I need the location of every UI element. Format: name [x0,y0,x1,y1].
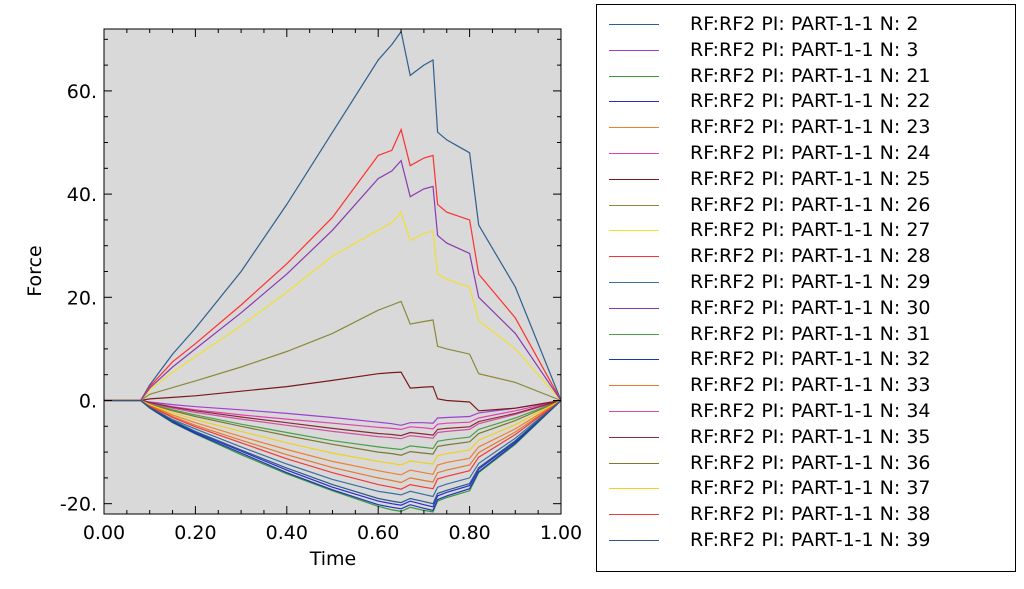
plot-background [104,29,561,514]
legend-item: RF:RF2 PI: PART-1-1 N: 37 [597,476,1015,502]
legend-item: RF:RF2 PI: PART-1-1 N: 24 [597,141,1015,167]
legend-label: RF:RF2 PI: PART-1-1 N: 37 [690,477,931,500]
legend-item: RF:RF2 PI: PART-1-1 N: 32 [597,347,1015,373]
legend-swatch [609,101,659,103]
series-line-15 [104,399,562,440]
legend-item: RF:RF2 PI: PART-1-1 N: 34 [597,399,1015,425]
legend-item: RF:RF2 PI: PART-1-1 N: 29 [597,270,1015,296]
legend-swatch [609,359,659,361]
legend-swatch [609,230,659,232]
legend-item: RF:RF2 PI: PART-1-1 N: 38 [597,502,1015,528]
legend-item: RF:RF2 PI: PART-1-1 N: 35 [597,425,1015,451]
legend-item: RF:RF2 PI: PART-1-1 N: 28 [597,244,1015,270]
legend: RF:RF2 PI: PART-1-1 N: 2 RF:RF2 PI: PART-… [596,4,1016,572]
legend-item: RF:RF2 PI: PART-1-1 N: 25 [597,167,1015,193]
y-tick-label-4: 60. [67,81,97,103]
legend-item: RF:RF2 PI: PART-1-1 N: 22 [597,89,1015,115]
legend-item: RF:RF2 PI: PART-1-1 N: 3 [597,38,1015,64]
plot-area: 0.00 0.20 0.40 0.60 0.80 1.00 -20. 0. 20. 40. 60. [60,28,582,544]
legend-label: RF:RF2 PI: PART-1-1 N: 39 [690,528,931,551]
y-tick-label-2: 20. [67,287,97,309]
legend-swatch [609,49,659,51]
legend-label: RF:RF2 PI: PART-1-1 N: 23 [690,116,931,139]
legend-label: RF:RF2 PI: PART-1-1 N: 21 [690,64,931,87]
legend-item: RF:RF2 PI: PART-1-1 N: 27 [597,218,1015,244]
legend-label: RF:RF2 PI: PART-1-1 N: 33 [690,374,931,397]
series-line-13 [104,399,562,512]
legend-label: RF:RF2 PI: PART-1-1 N: 26 [690,193,931,216]
x-tick-label-0: 0.00 [83,522,125,544]
x-tick-label-3: 0.60 [357,522,399,544]
legend-swatch [609,462,659,464]
legend-swatch [609,24,659,25]
y-axis-label: Force [24,245,46,296]
x-tick-label-2: 0.40 [266,522,308,544]
legend-label: RF:RF2 PI: PART-1-1 N: 28 [690,245,931,268]
series-line-12 [104,399,562,451]
legend-item: RF:RF2 PI: PART-1-1 N: 36 [597,451,1015,477]
legend-label: RF:RF2 PI: PART-1-1 N: 27 [690,219,931,242]
series-line-17 [104,399,562,456]
legend-swatch [609,436,659,438]
legend-item: RF:RF2 PI: PART-1-1 N: 33 [597,373,1015,399]
legend-label: RF:RF2 PI: PART-1-1 N: 24 [690,141,931,164]
series-line-4 [104,399,562,476]
series-line-20 [104,399,562,505]
legend-label: RF:RF2 PI: PART-1-1 N: 35 [690,425,931,448]
legend-label: RF:RF2 PI: PART-1-1 N: 34 [690,399,931,422]
legend-swatch [609,204,659,206]
legend-label: RF:RF2 PI: PART-1-1 N: 38 [690,503,931,526]
y-tick-label-3: 40. [67,184,97,206]
legend-label: RF:RF2 PI: PART-1-1 N: 2 [690,13,919,35]
legend-item: RF:RF2 PI: PART-1-1 N: 30 [597,296,1015,322]
legend-swatch [609,514,659,516]
y-tick-label-0: -20. [60,494,97,516]
legend-swatch [609,385,659,387]
legend-item: RF:RF2 PI: PART-1-1 N: 21 [597,64,1015,90]
legend-item: RF:RF2 PI: PART-1-1 N: 39 [597,528,1015,554]
series-line-19 [104,399,562,490]
legend-label: RF:RF2 PI: PART-1-1 N: 36 [690,451,931,474]
legend-swatch [609,178,659,180]
legend-swatch [609,281,659,283]
series-line-6 [104,371,562,412]
x-tick-label-1: 0.20 [174,522,216,544]
series-line-9 [104,127,562,402]
legend-swatch [609,127,659,129]
legend-swatch [609,256,659,258]
legend-label: RF:RF2 PI: PART-1-1 N: 22 [690,90,931,113]
series-line-7 [104,300,562,402]
legend-item: RF:RF2 PI: PART-1-1 N: 26 [597,193,1015,219]
series-line-10 [104,399,562,498]
legend-swatch [609,307,659,309]
series-line-0 [104,30,562,402]
series-line-18 [104,399,562,466]
legend-swatch [609,75,659,77]
legend-item: RF:RF2 PI: PART-1-1 N: 2 [597,12,1015,38]
legend-label: RF:RF2 PI: PART-1-1 N: 3 [690,38,919,61]
x-axis-label: Time [309,548,357,570]
legend-swatch [609,333,659,335]
legend-label: RF:RF2 PI: PART-1-1 N: 31 [690,322,931,345]
series-line-1 [104,399,562,426]
x-tick-label-4: 0.80 [448,522,490,544]
series-line-16 [104,399,562,437]
legend-swatch [609,539,659,541]
series-line-11 [104,159,562,402]
legend-label: RF:RF2 PI: PART-1-1 N: 29 [690,270,931,293]
legend-label: RF:RF2 PI: PART-1-1 N: 30 [690,296,931,319]
legend-item: RF:RF2 PI: PART-1-1 N: 23 [597,115,1015,141]
line-chart: Force Time 0.00 0.20 0.40 0.60 0.80 1.00-20.0… [24,28,582,570]
x-tick-label-5: 1.00 [540,522,582,544]
series-line-14 [104,399,562,484]
legend-swatch [609,488,659,490]
series-line-8 [104,211,562,402]
legend-label: RF:RF2 PI: PART-1-1 N: 25 [690,167,931,190]
y-tick-label-1: 0. [79,390,97,412]
legend-swatch [609,410,659,412]
legend-swatch [609,152,659,154]
legend-label: RF:RF2 PI: PART-1-1 N: 32 [690,348,931,371]
legend-item: RF:RF2 PI: PART-1-1 N: 31 [597,322,1015,348]
